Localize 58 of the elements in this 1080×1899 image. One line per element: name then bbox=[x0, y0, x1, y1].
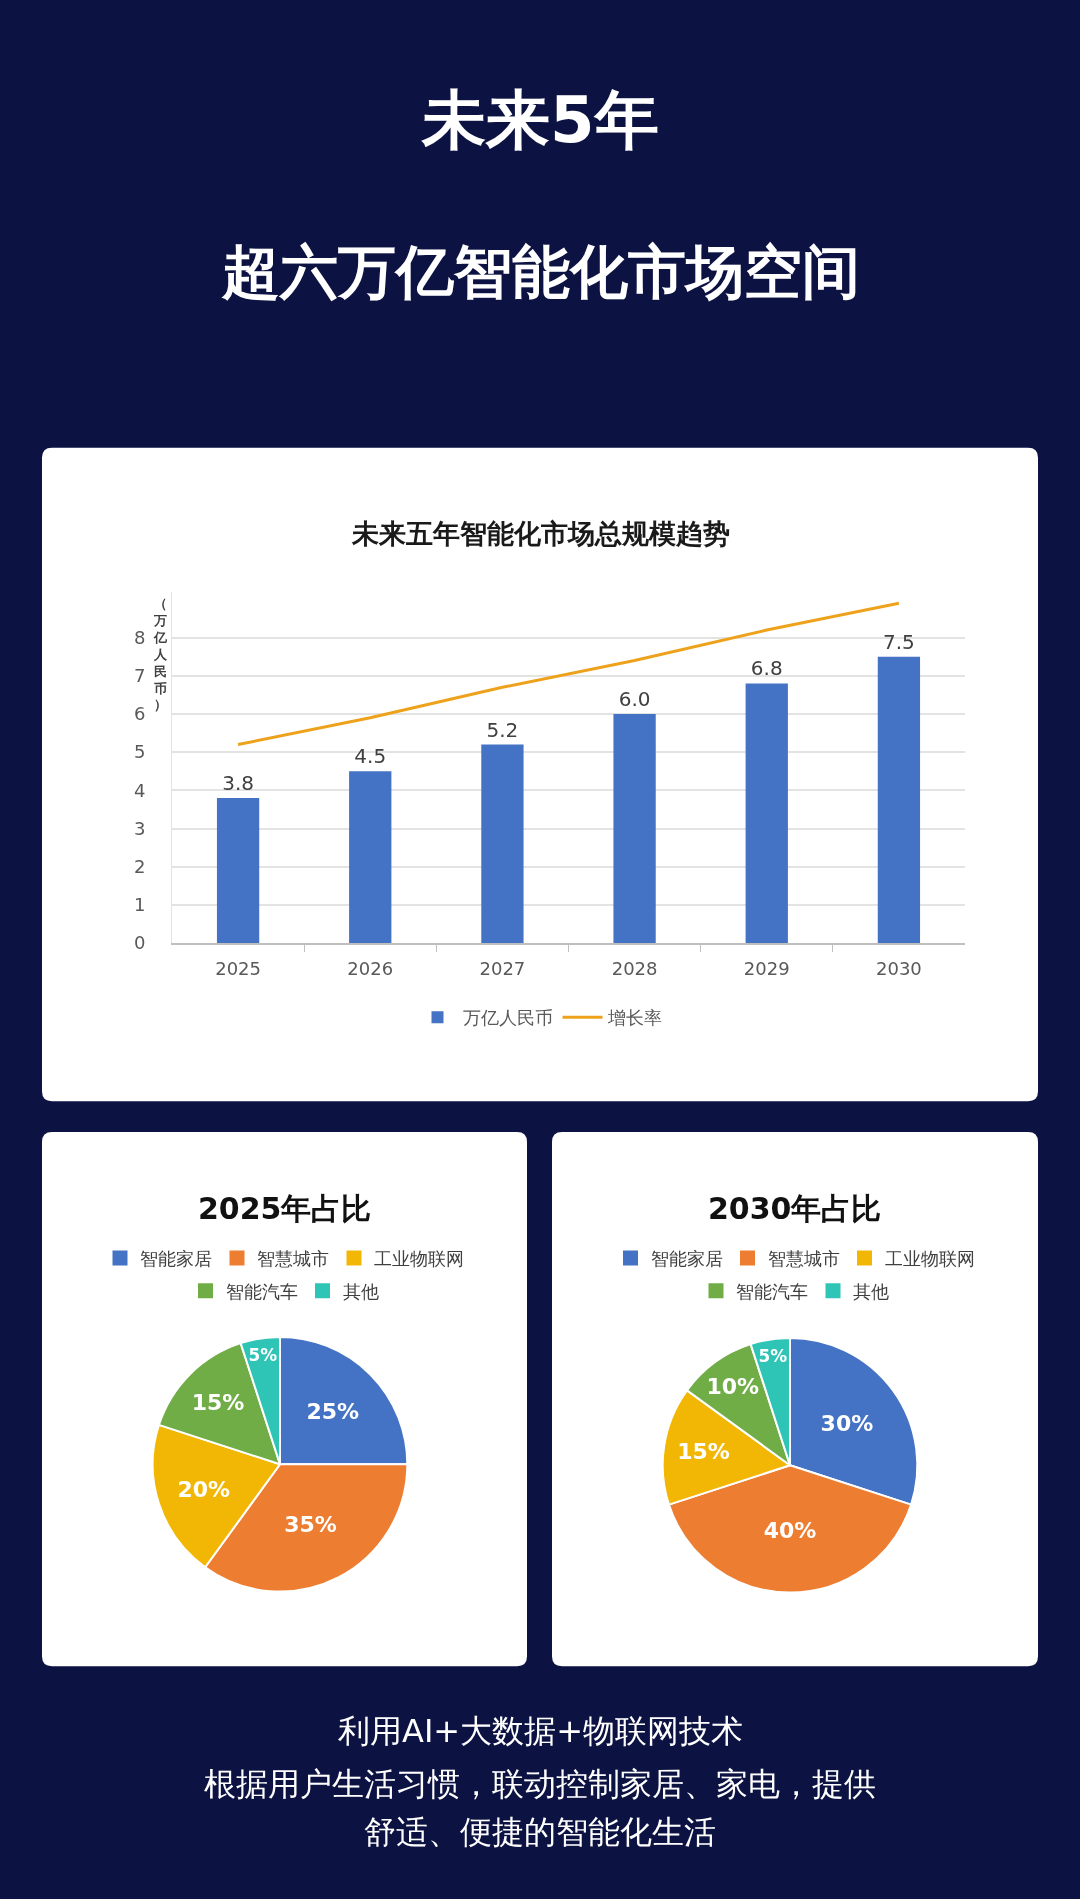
x-tick-label: 2025 bbox=[215, 957, 261, 979]
data-label: 6.0 bbox=[618, 687, 651, 712]
y-axis-title: （万亿人民币） bbox=[153, 596, 168, 713]
bar bbox=[613, 714, 656, 944]
y-tick-label: 6 bbox=[133, 703, 146, 725]
x-tick-label: 2027 bbox=[479, 957, 526, 979]
data-label: 35% bbox=[284, 1511, 337, 1537]
data-label: 15% bbox=[191, 1389, 245, 1415]
data-label: 30% bbox=[820, 1411, 874, 1437]
data-label: 20% bbox=[177, 1476, 231, 1502]
bar bbox=[481, 744, 524, 944]
data-label: 5% bbox=[248, 1345, 278, 1366]
bar bbox=[877, 656, 921, 944]
text: 超六万亿智能化市场空间 bbox=[221, 238, 860, 306]
text: 未来5年 bbox=[421, 83, 659, 157]
x-tick-label: 2028 bbox=[611, 957, 658, 979]
data-label: 5% bbox=[758, 1346, 788, 1367]
data-label: 3.8 bbox=[222, 770, 254, 795]
text: 利用AI+大数据+物联网技术 bbox=[338, 1712, 743, 1750]
y-tick-label: 3 bbox=[133, 817, 146, 839]
legend-label: 增长率 bbox=[606, 1007, 662, 1029]
legend-label: 其他 bbox=[853, 1280, 889, 1302]
y-tick-label: 1 bbox=[133, 894, 146, 916]
data-label: 4.5 bbox=[354, 744, 387, 769]
legend-label: 工业物联网 bbox=[884, 1248, 975, 1270]
y-tick-label: 5 bbox=[133, 741, 146, 763]
x-tick-label: 2026 bbox=[347, 957, 394, 979]
legend-label: 智能汽车 bbox=[225, 1280, 298, 1302]
x-tick-label: 2030 bbox=[876, 957, 922, 979]
legend-label: 其他 bbox=[342, 1280, 379, 1302]
text: 舒适、便捷的智能化生活 bbox=[364, 1813, 716, 1851]
legend-label: 智慧城市 bbox=[767, 1248, 840, 1270]
data-label: 25% bbox=[306, 1399, 360, 1425]
legend-label: 万亿人民币 bbox=[462, 1007, 553, 1029]
legend-label: 智能汽车 bbox=[736, 1280, 808, 1302]
text: 根据用户生活习惯，联动控制家居、家电，提供 bbox=[204, 1765, 876, 1803]
data-label: 10% bbox=[706, 1374, 760, 1400]
chart-title: 2025年占比 bbox=[198, 1191, 372, 1226]
y-tick-label: 8 bbox=[133, 626, 146, 648]
x-tick-label: 2029 bbox=[743, 957, 790, 979]
data-label: 6.8 bbox=[750, 656, 783, 681]
data-label: 7.5 bbox=[883, 629, 915, 654]
chart-title: 未来五年智能化市场总规模趋势 bbox=[351, 518, 730, 549]
data-label: 5.2 bbox=[486, 717, 519, 742]
legend-label: 智慧城市 bbox=[257, 1248, 329, 1270]
y-tick-label: 7 bbox=[133, 665, 146, 687]
bar bbox=[745, 683, 788, 944]
y-tick-label: 0 bbox=[133, 932, 146, 954]
bar bbox=[349, 771, 392, 944]
chart-title: 2030年占比 bbox=[708, 1191, 882, 1226]
y-tick-label: 2 bbox=[133, 855, 146, 877]
legend-label: 智能家居 bbox=[650, 1248, 723, 1270]
legend-label: 工业物联网 bbox=[374, 1248, 464, 1270]
bar bbox=[216, 797, 260, 944]
data-label: 40% bbox=[763, 1518, 817, 1543]
data-label: 15% bbox=[677, 1439, 730, 1465]
y-tick-label: 4 bbox=[133, 779, 146, 801]
legend-label: 智能家居 bbox=[140, 1248, 212, 1270]
